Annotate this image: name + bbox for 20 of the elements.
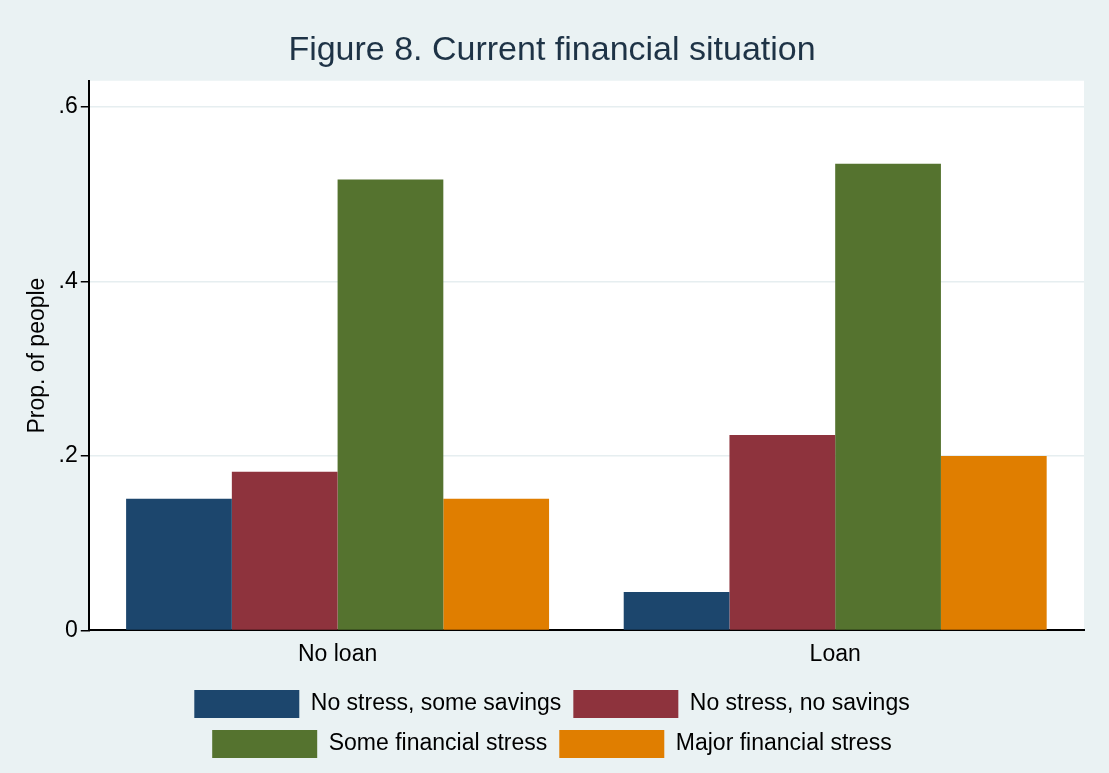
legend-label: Some financial stress [328,729,548,756]
bar [126,498,232,630]
y-tick-label: 0 [64,615,78,642]
legend-label: Major financial stress [675,729,892,756]
bar [729,434,836,630]
bar [231,471,338,630]
bar [940,455,1047,630]
bar [623,592,730,630]
bar [337,179,444,630]
y-tick-label: .2 [58,441,78,468]
bar [443,498,550,630]
y-tick-label: .4 [58,266,78,293]
y-tick-label: .6 [58,92,78,119]
bar [835,163,941,630]
x-tick-label: Loan [809,639,861,666]
y-axis-title: Prop. of people [23,277,50,434]
x-tick-label: No loan [297,639,378,666]
legend-label: No stress, some savings [310,689,562,716]
legend-label: No stress, no savings [689,689,910,716]
chart-title: Figure 8. Current financial situation [288,28,816,67]
